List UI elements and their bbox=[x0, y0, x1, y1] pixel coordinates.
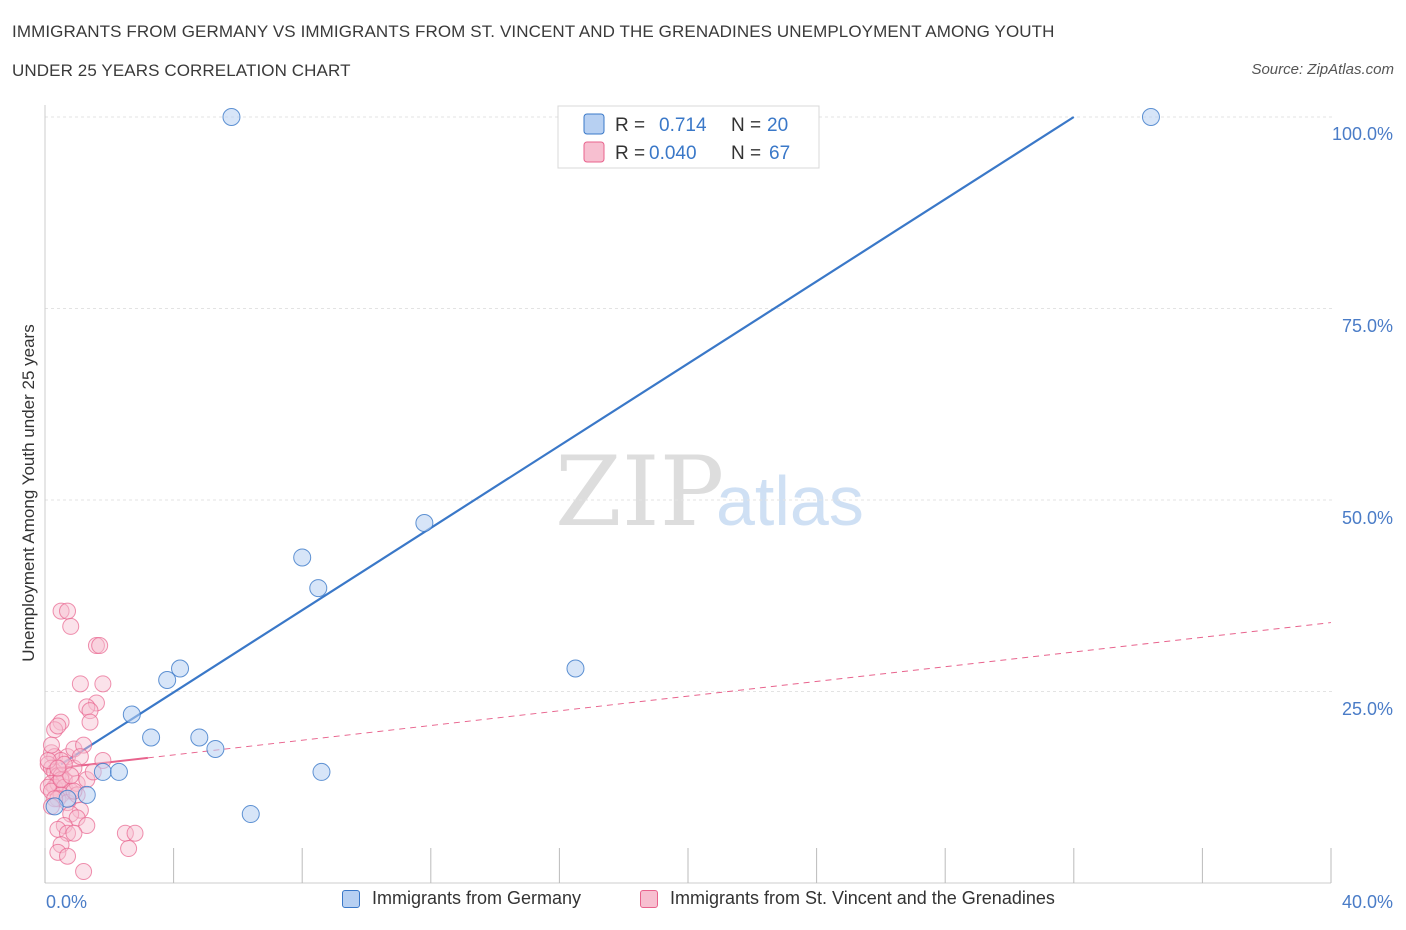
point-stvincent bbox=[59, 847, 77, 865]
point-stvincent bbox=[62, 617, 80, 635]
source-label: Source: ZipAtlas.com bbox=[1251, 61, 1394, 78]
stats-legend-swatch-stvincent bbox=[583, 141, 605, 163]
point-stvincent bbox=[71, 675, 89, 693]
point-germany bbox=[45, 797, 64, 816]
stats-n-label: N = bbox=[731, 115, 761, 136]
stats-legend: R = 0.714 N = 20 R = 0.040 N = 67 bbox=[557, 105, 820, 169]
point-germany bbox=[222, 108, 241, 126]
point-stvincent bbox=[91, 637, 109, 655]
point-germany bbox=[206, 739, 225, 758]
trend-line-stvincent-dashed bbox=[147, 622, 1332, 759]
point-stvincent bbox=[65, 824, 83, 842]
y-axis-label: Unemployment Among Youth under 25 years bbox=[19, 324, 38, 661]
watermark-zip: ZIP bbox=[555, 436, 724, 548]
point-stvincent bbox=[49, 717, 67, 735]
point-germany bbox=[171, 659, 190, 678]
stats-r-label: R = bbox=[615, 143, 645, 164]
stats-n-value-germany: 20 bbox=[767, 115, 788, 136]
legend-item-germany[interactable]: Immigrants from Germany bbox=[342, 888, 581, 909]
point-stvincent bbox=[78, 817, 96, 835]
legend-item-stvincent[interactable]: Immigrants from St. Vincent and the Gren… bbox=[640, 888, 1055, 909]
point-germany bbox=[142, 728, 161, 747]
point-germany bbox=[122, 705, 141, 724]
point-stvincent bbox=[49, 759, 67, 777]
point-germany bbox=[312, 762, 331, 781]
point-stvincent bbox=[94, 675, 112, 693]
stats-n-label: N = bbox=[731, 143, 761, 164]
data-points bbox=[39, 108, 1160, 881]
point-germany bbox=[293, 548, 312, 567]
point-germany bbox=[190, 728, 209, 747]
point-stvincent bbox=[49, 843, 67, 861]
point-germany bbox=[158, 671, 177, 690]
x-tick-label: 0.0% bbox=[46, 892, 87, 912]
point-stvincent bbox=[42, 736, 60, 754]
legend-label-germany: Immigrants from Germany bbox=[372, 888, 582, 908]
point-germany bbox=[1141, 108, 1160, 126]
point-stvincent bbox=[126, 824, 144, 842]
point-stvincent bbox=[81, 713, 99, 731]
stats-r-value-germany: 0.714 bbox=[659, 115, 707, 136]
point-stvincent bbox=[71, 748, 89, 766]
point-stvincent bbox=[75, 863, 93, 881]
point-germany bbox=[77, 785, 96, 804]
point-germany bbox=[415, 513, 434, 532]
grid bbox=[45, 116, 1335, 692]
point-germany bbox=[109, 762, 128, 781]
legend-label-stvincent: Immigrants from St. Vincent and the Gren… bbox=[670, 888, 1055, 908]
y-tick-label: 75.0% bbox=[1342, 316, 1393, 336]
stats-n-value-stvincent: 67 bbox=[769, 143, 790, 164]
point-stvincent bbox=[120, 840, 138, 858]
point-germany bbox=[93, 762, 112, 781]
point-germany bbox=[241, 805, 260, 824]
point-germany bbox=[309, 579, 328, 598]
x-tick-label: 40.0% bbox=[1342, 892, 1393, 912]
point-stvincent bbox=[52, 602, 70, 620]
y-tick-label: 100.0% bbox=[1332, 124, 1393, 144]
stats-r-value-stvincent: 0.040 bbox=[649, 143, 697, 164]
legend-swatch-germany bbox=[342, 889, 360, 908]
trend-line-germany bbox=[60, 116, 1075, 766]
chart-title-line-2: UNDER 25 YEARS CORRELATION CHART bbox=[12, 61, 351, 80]
chart-title-line-1: IMMIGRANTS FROM GERMANY VS IMMIGRANTS FR… bbox=[12, 22, 1055, 41]
y-tick-label: 25.0% bbox=[1342, 699, 1393, 719]
stats-r-label: R = bbox=[615, 115, 645, 136]
point-germany bbox=[566, 659, 585, 678]
watermark-atlas: atlas bbox=[716, 462, 864, 540]
legend-swatch-stvincent bbox=[640, 889, 658, 908]
point-stvincent bbox=[59, 602, 77, 620]
stats-legend-swatch-germany bbox=[583, 113, 605, 135]
y-tick-label: 50.0% bbox=[1342, 508, 1393, 528]
